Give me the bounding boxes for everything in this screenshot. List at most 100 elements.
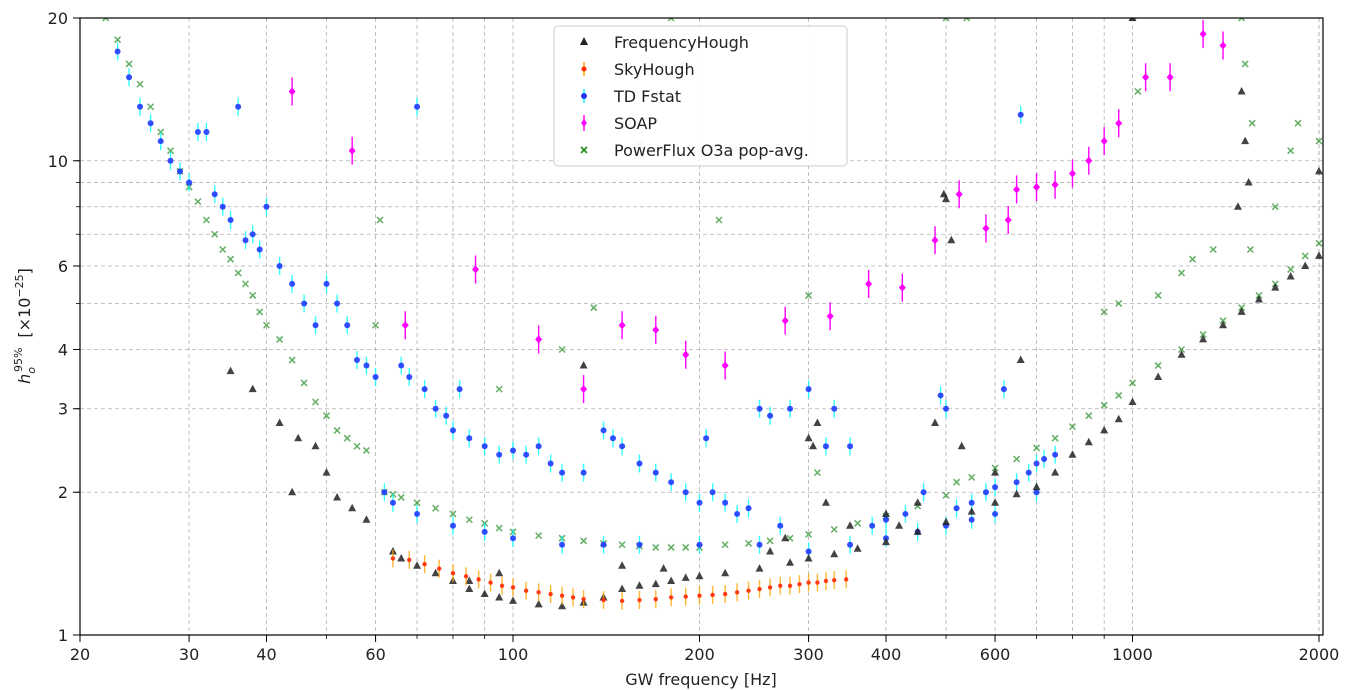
data-point: [618, 321, 626, 330]
data-point: [710, 592, 715, 598]
legend-label-td-fstat: TD Fstat: [613, 87, 681, 106]
data-point: [722, 499, 729, 506]
legend-marker-frequencyhough: [580, 37, 588, 45]
data-point: [289, 280, 296, 287]
data-point: [1154, 362, 1162, 370]
legend-box: [553, 25, 848, 167]
data-point: [1248, 119, 1256, 127]
legend-entry-skyhough: SkyHough: [581, 60, 695, 79]
data-point: [1219, 41, 1227, 50]
data-point: [982, 224, 990, 233]
data-point: [1115, 391, 1123, 399]
data-point: [463, 574, 469, 579]
legend-entry-powerflux: PowerFlux O3a pop-avg.: [580, 141, 809, 160]
data-point: [398, 362, 405, 369]
data-point: [1051, 434, 1059, 442]
data-point: [579, 361, 588, 369]
data-point: [968, 516, 975, 523]
data-point: [968, 473, 976, 481]
y-tick-label: 10: [48, 152, 68, 171]
data-point: [211, 191, 218, 198]
data-point: [472, 265, 480, 274]
data-point: [600, 541, 607, 548]
data-point: [667, 543, 675, 551]
data-point: [348, 146, 356, 155]
data-point: [953, 478, 961, 486]
data-point: [432, 504, 440, 512]
data-point: [898, 283, 906, 292]
data-point: [397, 553, 406, 562]
data-point: [276, 262, 283, 269]
data-point: [536, 590, 541, 595]
legend-marker-soap: [581, 119, 587, 127]
data-point: [955, 190, 963, 199]
series-soap: [288, 20, 1227, 404]
data-point: [256, 308, 264, 316]
x-tick-label: 600: [980, 645, 1011, 664]
y-tick-label: 20: [48, 9, 68, 28]
data-point: [548, 591, 553, 597]
data-point: [659, 564, 668, 572]
data-point: [805, 530, 813, 538]
data-point: [372, 321, 380, 329]
data-point: [1016, 355, 1025, 364]
data-point: [1017, 111, 1024, 118]
data-point: [756, 541, 763, 548]
data-point: [1013, 455, 1021, 463]
data-point: [931, 236, 939, 245]
data-point: [766, 546, 775, 555]
data-point: [1100, 137, 1108, 146]
data-point: [821, 498, 830, 506]
data-point: [709, 489, 716, 496]
data-point: [558, 601, 567, 610]
data-point: [353, 442, 361, 450]
data-point: [202, 216, 210, 224]
data-point: [681, 573, 690, 581]
data-point: [1177, 350, 1186, 358]
data-point: [406, 373, 413, 380]
data-point: [372, 373, 379, 380]
data-point: [1100, 425, 1109, 434]
data-point: [668, 595, 674, 600]
data-point: [509, 596, 518, 604]
data-point: [407, 557, 412, 563]
y-tick-label: 2: [58, 483, 68, 502]
data-point: [1154, 291, 1162, 299]
data-point: [1012, 489, 1021, 498]
data-point: [1033, 183, 1041, 192]
data-point: [401, 321, 409, 330]
data-point: [534, 599, 543, 608]
data-point: [745, 505, 752, 512]
data-point: [523, 588, 529, 593]
data-point: [1004, 216, 1012, 225]
data-point: [166, 147, 175, 155]
data-point: [234, 269, 242, 277]
data-point: [1244, 177, 1253, 186]
data-point: [991, 498, 1000, 506]
data-point: [963, 18, 971, 22]
data-point: [895, 521, 904, 529]
data-point: [1315, 137, 1323, 145]
data-point: [227, 217, 234, 224]
data-point: [1033, 444, 1041, 452]
data-point: [1233, 202, 1242, 210]
data-point: [436, 566, 442, 571]
data-point: [843, 577, 849, 582]
data-point: [1238, 18, 1246, 22]
data-point: [1013, 185, 1021, 194]
data-point: [913, 527, 922, 535]
data-point: [362, 446, 370, 454]
data-point: [804, 553, 813, 562]
data-point: [1154, 372, 1163, 380]
data-point: [1314, 166, 1323, 175]
data-point: [344, 322, 351, 329]
data-point: [334, 300, 341, 307]
data-point: [1128, 379, 1137, 387]
data-point: [1013, 479, 1020, 486]
data-point: [510, 447, 517, 454]
y-tick-label: 6: [58, 257, 68, 276]
data-point: [1301, 252, 1309, 260]
data-point: [847, 541, 854, 548]
data-point: [559, 541, 566, 548]
data-point: [414, 103, 421, 110]
